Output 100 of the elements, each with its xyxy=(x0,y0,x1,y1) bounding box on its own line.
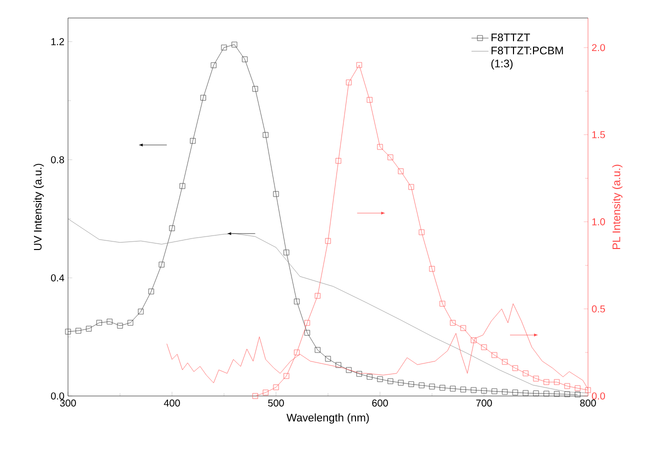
point xyxy=(564,391,570,398)
x-tick-label: 300 xyxy=(60,400,76,407)
x-tick-label: 600 xyxy=(372,400,388,407)
point xyxy=(544,390,550,396)
point xyxy=(252,86,258,92)
point xyxy=(210,62,216,68)
point xyxy=(398,168,404,174)
y-tick-label: 0.0 xyxy=(51,392,64,400)
point xyxy=(346,80,352,86)
point xyxy=(128,320,134,326)
point xyxy=(418,382,424,388)
legend-label: F8TTZT:PCBM (1:3) xyxy=(491,46,563,70)
point xyxy=(106,318,112,324)
point xyxy=(492,352,498,358)
point xyxy=(148,288,154,294)
point xyxy=(388,378,394,384)
point xyxy=(502,359,508,365)
point xyxy=(190,138,196,144)
point xyxy=(512,365,518,371)
point xyxy=(440,384,446,391)
point xyxy=(554,379,560,385)
point xyxy=(408,184,414,190)
point xyxy=(242,56,248,62)
point xyxy=(117,322,123,329)
y2-tick-label: 0.5 xyxy=(592,305,605,312)
point xyxy=(221,44,227,50)
point xyxy=(314,293,320,299)
point xyxy=(232,42,238,48)
point xyxy=(96,320,102,326)
point xyxy=(460,386,466,392)
point xyxy=(294,350,300,356)
point xyxy=(408,381,414,387)
point xyxy=(585,387,591,393)
point xyxy=(492,388,498,394)
point xyxy=(325,356,331,362)
point xyxy=(450,386,456,392)
y-axis-title: UV Intensity (a.u.) xyxy=(34,164,44,250)
point xyxy=(388,154,394,160)
point xyxy=(533,376,539,382)
point xyxy=(481,388,487,394)
x-tick-label: 800 xyxy=(580,400,596,407)
point xyxy=(304,320,310,326)
point xyxy=(336,362,342,368)
point xyxy=(377,376,383,382)
point xyxy=(450,320,456,326)
x-axis-title: Wavelength (nm) xyxy=(286,413,369,424)
point xyxy=(325,238,331,244)
point xyxy=(273,191,279,197)
legend-label: F8TTZT xyxy=(492,34,530,42)
point xyxy=(294,298,300,304)
x-tick-label: 400 xyxy=(164,400,180,407)
point xyxy=(252,393,258,399)
point xyxy=(200,94,206,101)
point xyxy=(284,373,290,379)
point xyxy=(502,389,508,395)
point xyxy=(284,250,290,256)
point xyxy=(377,144,383,150)
point xyxy=(512,390,518,396)
point xyxy=(65,328,71,334)
point xyxy=(429,266,435,272)
x-tick-label: 500 xyxy=(268,400,284,407)
point xyxy=(366,97,372,103)
y2-tick-label: 2.0 xyxy=(592,44,605,52)
point xyxy=(533,390,539,396)
point xyxy=(356,371,362,377)
point xyxy=(470,337,476,344)
point xyxy=(180,183,186,189)
point xyxy=(418,229,424,236)
point xyxy=(398,380,404,386)
point xyxy=(574,385,580,391)
y2-tick-label: 0.0 xyxy=(592,392,605,400)
y2-tick-label: 1.0 xyxy=(592,218,605,226)
point xyxy=(522,390,528,396)
y-tick-label: 1.2 xyxy=(51,38,64,46)
point xyxy=(366,374,372,380)
point xyxy=(262,390,268,396)
point xyxy=(138,308,144,314)
y-tick-label: 0.4 xyxy=(51,274,64,282)
point xyxy=(346,367,352,373)
point xyxy=(564,383,570,389)
y-tick-label: 0.8 xyxy=(51,156,64,164)
y2-axis-title: PL Intensity (a.u.) xyxy=(612,164,622,250)
point xyxy=(356,62,362,68)
point xyxy=(158,262,164,268)
point xyxy=(554,391,560,397)
point xyxy=(460,325,466,331)
point xyxy=(429,384,435,390)
point xyxy=(336,158,342,164)
point xyxy=(522,370,528,376)
point xyxy=(86,326,92,332)
point xyxy=(574,392,580,398)
point xyxy=(470,387,476,393)
point xyxy=(273,384,279,390)
point xyxy=(262,132,268,138)
y2-tick-label: 1.5 xyxy=(592,131,605,138)
point xyxy=(544,379,550,385)
point xyxy=(304,330,310,336)
point xyxy=(314,347,320,353)
point xyxy=(169,225,175,232)
point xyxy=(440,300,446,306)
